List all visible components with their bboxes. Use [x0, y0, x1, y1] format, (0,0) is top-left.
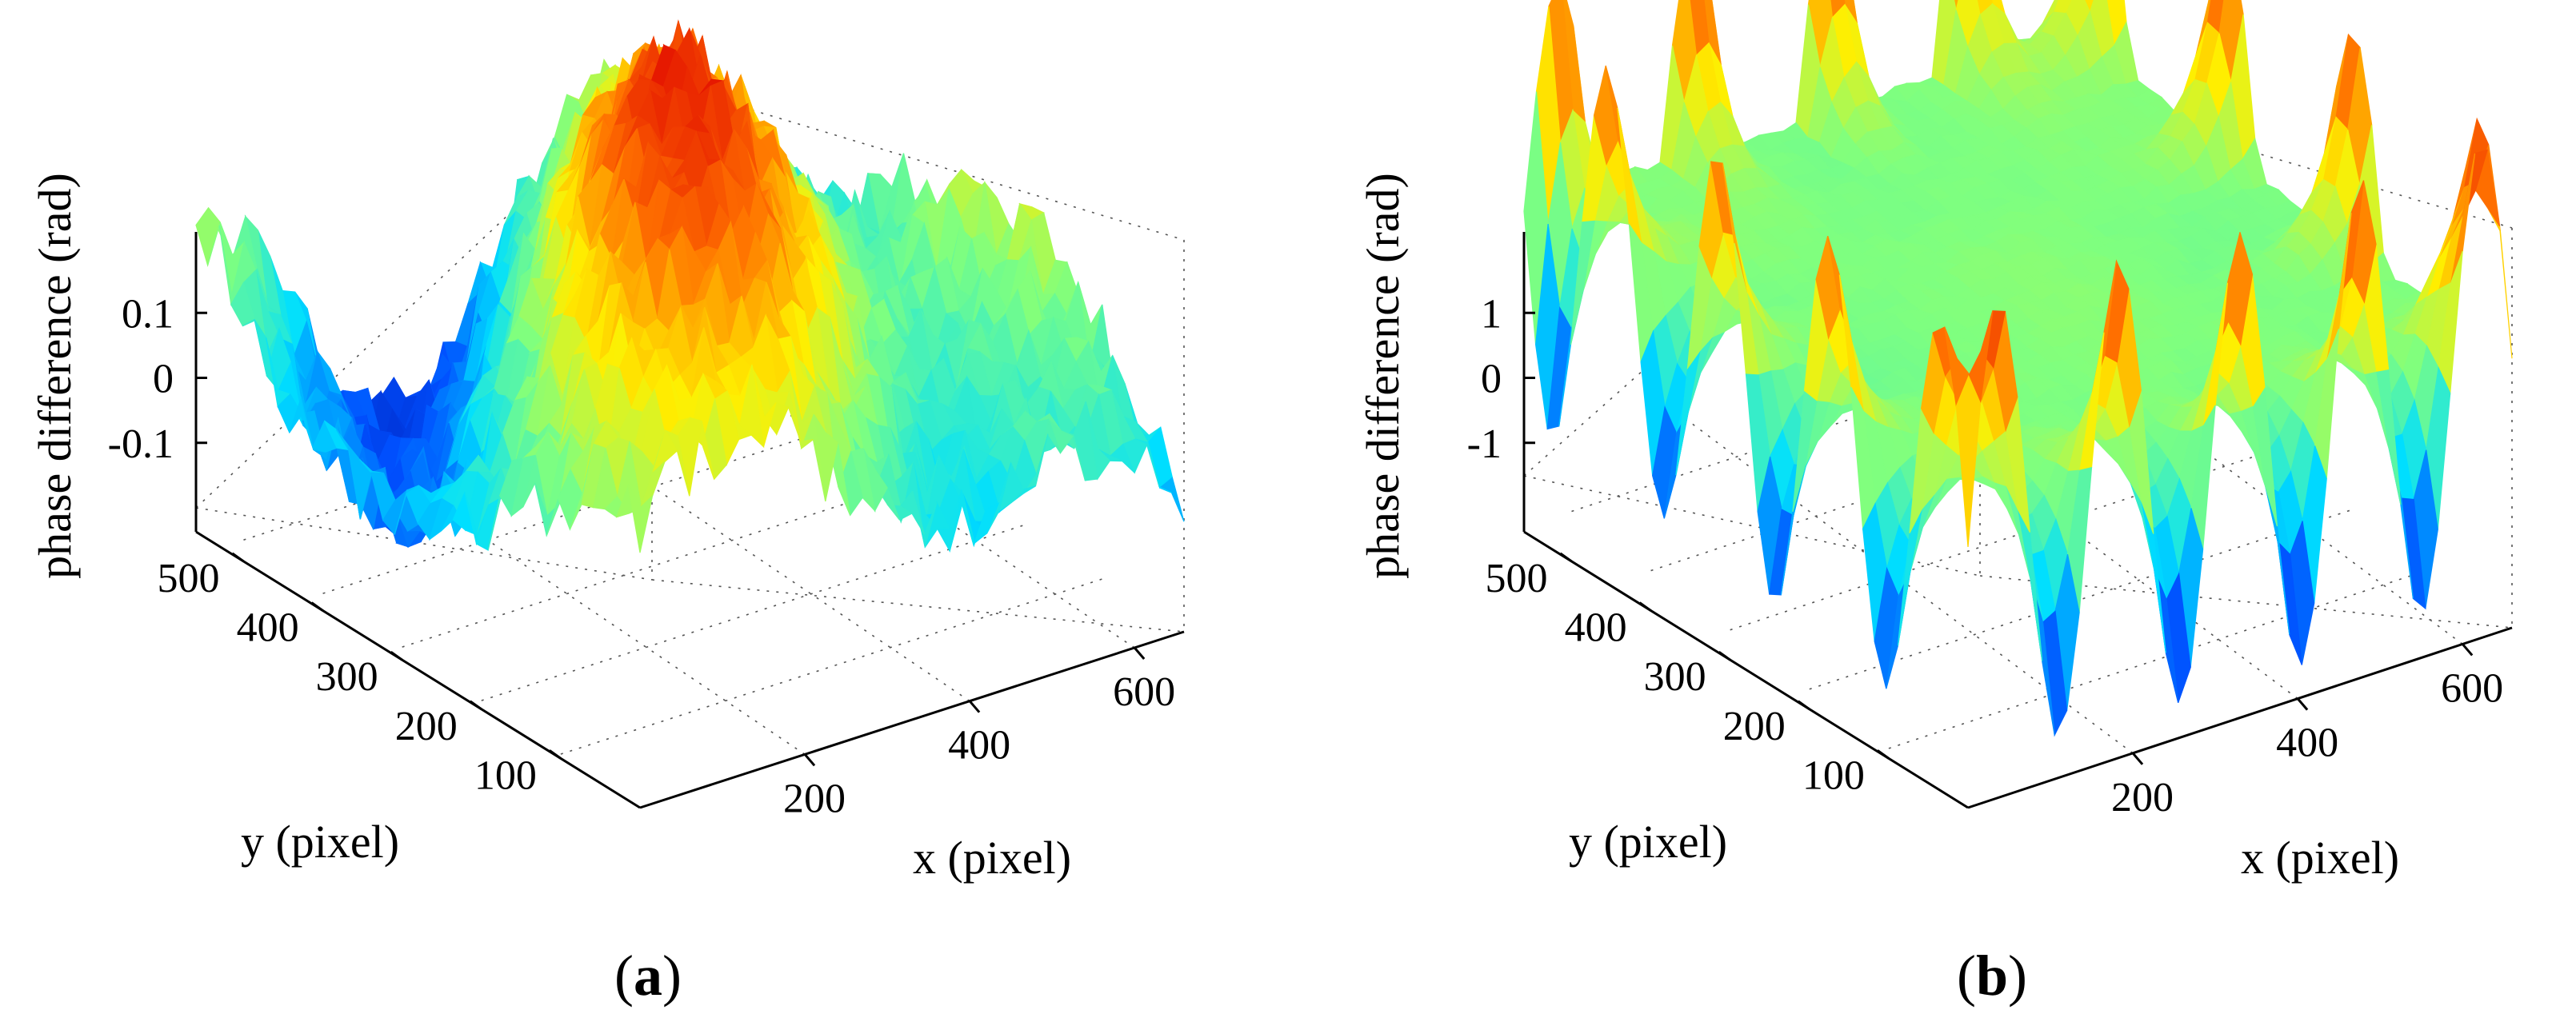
- x-tick-label-0: 200: [2111, 775, 2174, 820]
- tick-labels: -0.1 0 0.1 100 200 300 400 500 200 400 600: [108, 291, 1176, 821]
- floor-grid-line-y-0: [560, 577, 1106, 755]
- caption-b: (b): [1957, 944, 2027, 1008]
- surface-patch: [2084, 0, 2094, 14]
- caption-a: (a): [614, 944, 682, 1008]
- y-tick-mark-2: [390, 650, 403, 661]
- z-tick-label-2: 1: [1481, 291, 1502, 337]
- surface-patch: [1955, 374, 1982, 547]
- tick-labels: -1 0 1 100 200 300 400 500 200 400 600: [1467, 291, 2504, 820]
- y-tick-label-3: 400: [237, 605, 299, 651]
- y-tick-label-1: 200: [1723, 704, 1786, 749]
- y-axis-label: y (pixel): [241, 816, 399, 868]
- y-tick-label-3: 400: [1565, 605, 1627, 651]
- y-tick-label-4: 500: [1485, 556, 1547, 601]
- z-axis-label: phase difference (rad): [1357, 173, 1409, 579]
- y-axis-line: [1523, 530, 1969, 809]
- caption-a-letter: a: [634, 944, 662, 1008]
- z-tick-label-0: -0.1: [108, 421, 174, 467]
- y-tick-label-2: 300: [316, 654, 378, 700]
- x-tick-label-2: 600: [2441, 665, 2503, 711]
- y-axis-line: [195, 530, 641, 809]
- x-axis-line: [639, 630, 1185, 809]
- y-tick-label-0: 100: [474, 753, 537, 798]
- x-tick-label-1: 400: [948, 723, 1010, 769]
- x-axis-label: x (pixel): [913, 832, 1071, 884]
- panel-b: -1 0 1 100 200 300 400 500 200 400 600 phase diffe…: [1357, 0, 2513, 1008]
- axis-frame: [1522, 232, 2513, 809]
- y-tick-mark-0: [1877, 749, 1890, 760]
- x-tick-label-2: 600: [1113, 669, 1175, 715]
- phase-surface: [1523, 0, 2513, 737]
- y-tick-mark-3: [310, 601, 324, 612]
- surface-patch: [627, 485, 654, 553]
- y-tick-label-4: 500: [157, 556, 219, 601]
- x-tick-label-0: 200: [783, 776, 846, 821]
- phase-surface: [195, 19, 1185, 553]
- z-tick-label-1: 0: [1481, 357, 1502, 402]
- y-tick-mark-2: [1718, 650, 1731, 661]
- panel-a: -0.1 0 0.1 100 200 300 400 500 200 400 600 phase d…: [29, 19, 1185, 1008]
- x-tick-mark-0: [2131, 752, 2144, 765]
- y-tick-mark-4: [231, 552, 245, 563]
- surface-patch: [1953, 0, 1959, 10]
- y-tick-mark-0: [549, 749, 562, 760]
- y-tick-label-0: 100: [1802, 753, 1865, 798]
- floor-grid-line-y-1: [481, 524, 1026, 701]
- y-tick-mark-4: [1559, 552, 1573, 563]
- caption-b-letter: b: [1976, 944, 2008, 1008]
- x-tick-mark-2: [2462, 643, 2474, 657]
- x-tick-label-1: 400: [2276, 721, 2338, 766]
- y-tick-mark-1: [469, 700, 482, 711]
- y-tick-mark-3: [1638, 601, 1652, 612]
- z-tick-label-0: -1: [1467, 421, 1502, 467]
- x-tick-mark-1: [968, 700, 981, 713]
- x-axis-label: x (pixel): [2241, 832, 2399, 884]
- x-axis-line: [1967, 626, 2513, 809]
- x-tick-mark-2: [1134, 647, 1146, 660]
- z-axis-label: phase difference (rad): [29, 173, 81, 579]
- y-tick-mark-1: [1797, 700, 1810, 711]
- x-tick-mark-0: [803, 753, 816, 767]
- y-tick-label-1: 200: [395, 704, 458, 749]
- surface-patch: [2487, 207, 2513, 359]
- x-tick-mark-1: [2296, 697, 2309, 711]
- z-tick-label-1: 0: [153, 357, 174, 402]
- axis-frame: [194, 232, 1185, 809]
- y-tick-label-2: 300: [1644, 654, 1706, 700]
- y-axis-label: y (pixel): [1569, 816, 1727, 868]
- z-tick-label-2: 0.1: [122, 291, 174, 337]
